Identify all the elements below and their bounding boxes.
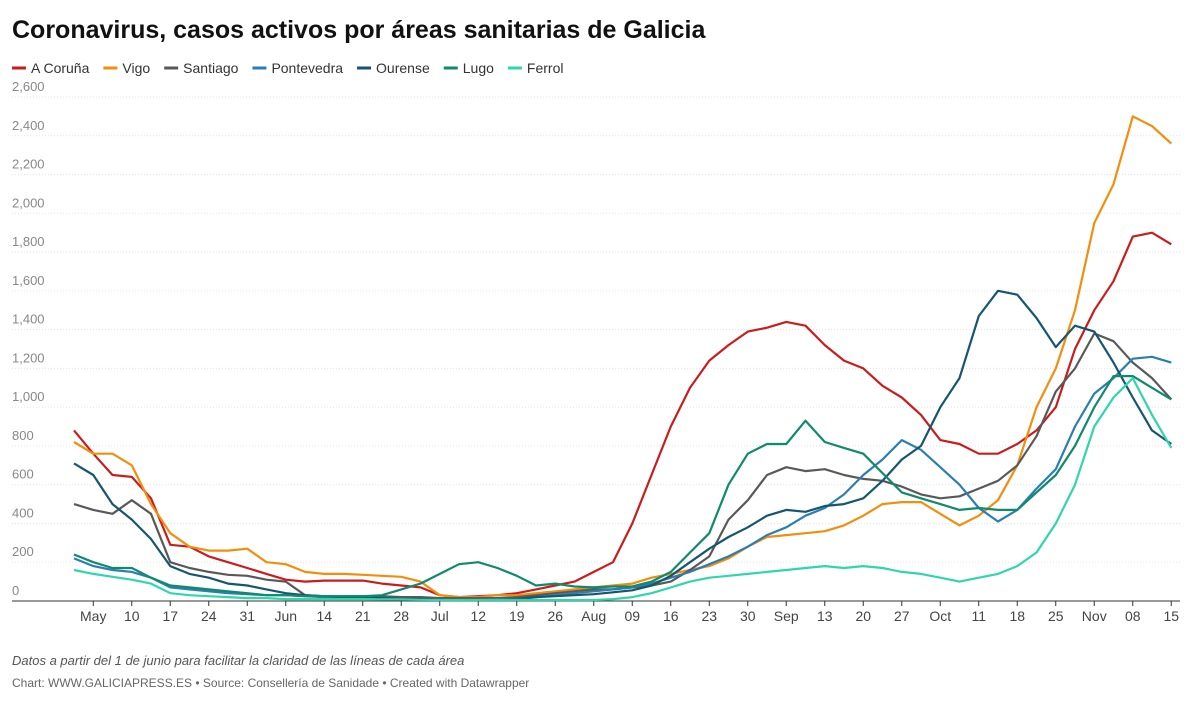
series-line: [73, 375, 1172, 598]
x-tick-label: 23: [701, 608, 717, 624]
x-tick-label: 28: [393, 608, 409, 624]
y-tick-label: 2,000: [12, 195, 45, 210]
x-tick-label: 16: [663, 608, 679, 624]
x-tick-label: 21: [355, 608, 371, 624]
legend-label: A Coruña: [31, 60, 90, 76]
legend-label: Ferrol: [527, 60, 564, 76]
series-line: [73, 377, 1173, 602]
x-tick-label: 26: [547, 608, 563, 624]
legend-label: Lugo: [463, 60, 494, 76]
x-tick-label: 18: [1009, 608, 1025, 624]
x-tick-label: Nov: [1082, 608, 1107, 624]
y-tick-label: 1,200: [12, 350, 45, 365]
x-tick-label: 30: [740, 608, 756, 624]
x-tick-label: 19: [509, 608, 525, 624]
y-tick-label: 200: [12, 544, 34, 559]
legend-label: Pontevedra: [271, 60, 343, 76]
chart-title: Coronavirus, casos activos por áreas san…: [12, 16, 706, 44]
credit: Chart: WWW.GALICIAPRESS.ES • Source: Con…: [12, 676, 529, 690]
series-line: [73, 231, 1172, 599]
legend-label: Vigo: [122, 60, 150, 76]
note: Datos a partir del 1 de junio para facil…: [12, 653, 464, 668]
series-line: [73, 355, 1172, 602]
y-tick-label: 600: [12, 467, 34, 482]
series-line: [73, 115, 1173, 599]
x-tick-label: Aug: [581, 608, 606, 624]
x-tick-label: 31: [239, 608, 255, 624]
x-tick-label: Sep: [774, 608, 799, 624]
series-line: [73, 289, 1172, 602]
x-tick-label: 11: [971, 608, 986, 624]
x-tick-label: 13: [817, 608, 833, 624]
x-tick-label: Jun: [274, 608, 297, 624]
y-tick-label: 1,000: [12, 389, 45, 404]
y-tick-label: 2,600: [12, 79, 45, 94]
x-tick-label: 15: [1163, 608, 1179, 624]
y-tick-label: 0: [12, 583, 19, 598]
y-tick-label: 400: [12, 505, 34, 520]
x-tick-label: 27: [894, 608, 910, 624]
y-tick-label: 1,600: [12, 273, 45, 288]
y-tick-label: 2,200: [12, 157, 45, 172]
series-line: [73, 332, 1173, 600]
x-tick-label: 09: [624, 608, 640, 624]
y-tick-label: 800: [12, 428, 34, 443]
x-tick-label: Jul: [431, 608, 449, 624]
x-tick-label: 20: [855, 608, 871, 624]
x-tick-label: 24: [201, 608, 217, 624]
x-tick-label: 17: [162, 608, 178, 624]
x-tick-label: 14: [316, 608, 332, 624]
y-tick-label: 1,800: [12, 234, 45, 249]
x-tick-label: 12: [470, 608, 486, 624]
legend-label: Ourense: [376, 60, 430, 76]
x-tick-label: 10: [124, 608, 140, 624]
y-tick-label: 1,400: [12, 312, 45, 327]
y-tick-label: 2,400: [12, 118, 45, 133]
x-tick-label: 08: [1125, 608, 1141, 624]
x-tick-label: May: [80, 608, 106, 624]
legend-label: Santiago: [183, 60, 238, 76]
x-tick-label: 25: [1048, 608, 1064, 624]
x-tick-label: Oct: [929, 608, 951, 624]
